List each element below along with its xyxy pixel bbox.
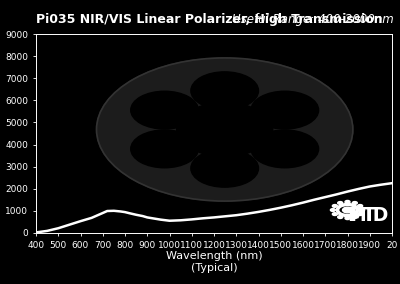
Circle shape <box>345 201 350 203</box>
Circle shape <box>251 91 319 129</box>
Text: Pi035 NIR/VIS Linear Polarizer, High Transmission: Pi035 NIR/VIS Linear Polarizer, High Tra… <box>36 13 383 26</box>
Circle shape <box>352 216 357 218</box>
Circle shape <box>191 72 258 110</box>
Circle shape <box>360 209 364 211</box>
Text: PT: PT <box>349 206 376 225</box>
Circle shape <box>332 213 337 216</box>
X-axis label: Wavelength (nm)
(Typical): Wavelength (nm) (Typical) <box>166 251 262 273</box>
Text: Useful Range: 400-2000nm: Useful Range: 400-2000nm <box>232 13 394 26</box>
Circle shape <box>352 202 357 204</box>
Circle shape <box>345 217 350 220</box>
Circle shape <box>96 58 353 201</box>
Circle shape <box>338 202 343 204</box>
Circle shape <box>177 103 273 156</box>
Circle shape <box>131 130 198 168</box>
Circle shape <box>131 91 198 129</box>
Circle shape <box>358 204 363 207</box>
Circle shape <box>342 207 352 213</box>
Text: MID: MID <box>347 206 388 225</box>
Circle shape <box>332 204 337 207</box>
Circle shape <box>338 216 343 218</box>
Circle shape <box>191 149 258 187</box>
Circle shape <box>358 213 363 216</box>
Circle shape <box>330 209 335 211</box>
Circle shape <box>251 130 319 168</box>
